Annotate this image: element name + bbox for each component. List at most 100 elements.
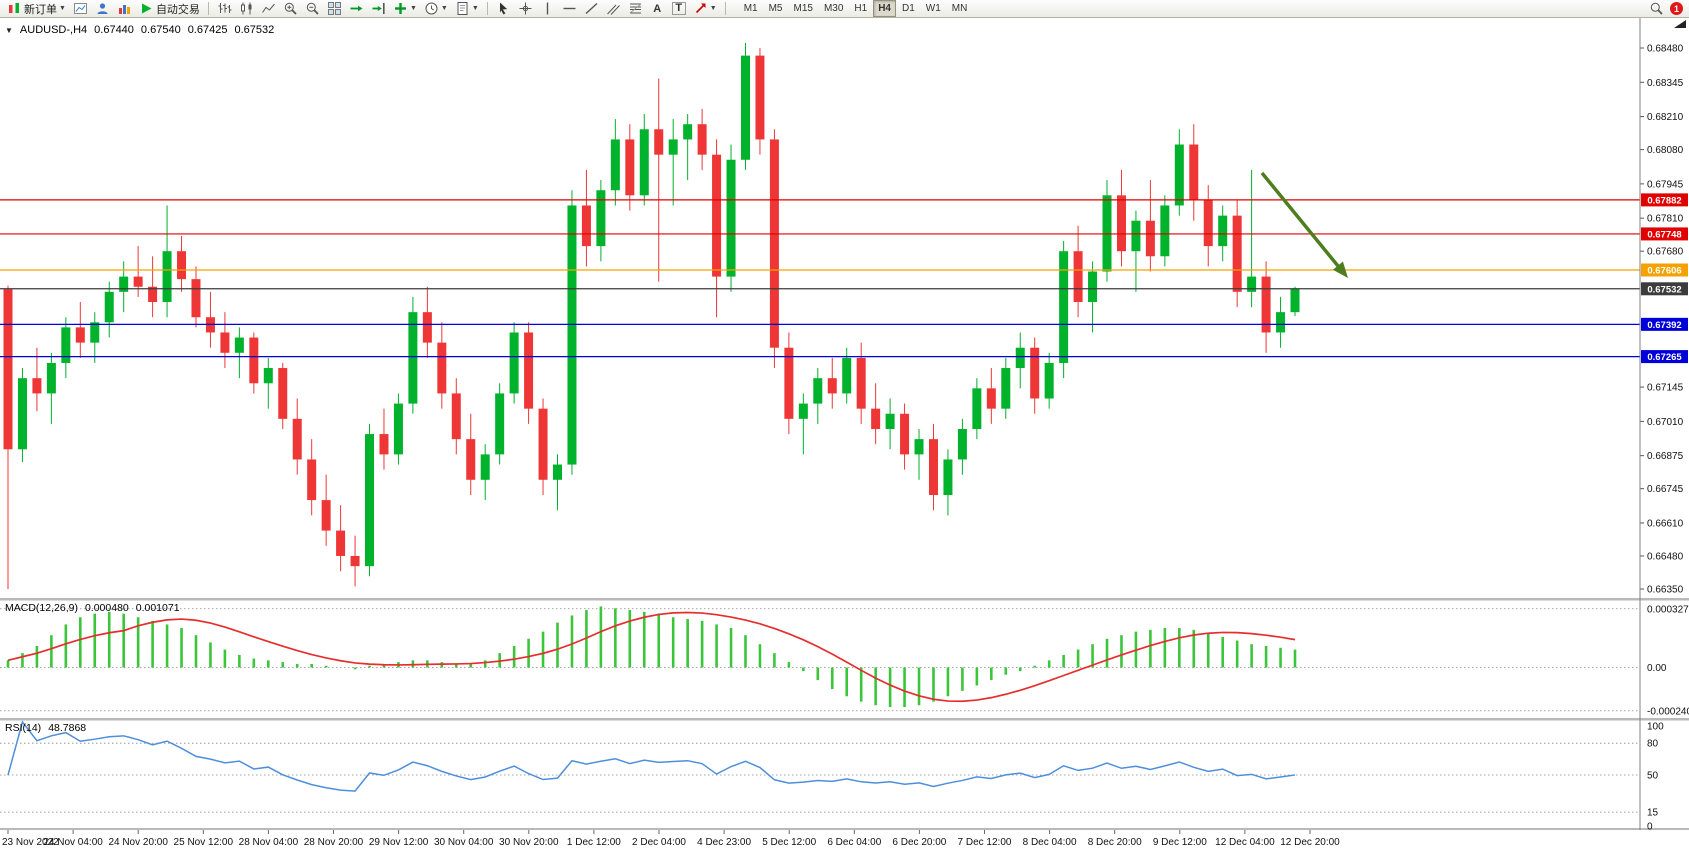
candle-body: [1015, 347, 1025, 369]
timeframe-d1-button[interactable]: D1: [902, 3, 915, 14]
time-axis-label: 30 Nov 04:00: [434, 837, 494, 848]
macd-signal-value: 0.001071: [135, 602, 180, 614]
candle-body: [1160, 205, 1170, 257]
trend-arrow[interactable]: [1260, 171, 1340, 268]
rsi-line[interactable]: [7, 720, 1296, 792]
zoom-in-button[interactable]: [280, 1, 301, 17]
profile-icon: [95, 1, 110, 16]
label-tool-button[interactable]: T: [669, 1, 689, 17]
candle-body: [639, 129, 649, 196]
line-chart-mode-button[interactable]: [258, 1, 279, 17]
timeframe-m1-button[interactable]: M1: [743, 3, 758, 14]
candle-body: [162, 251, 172, 302]
zoom-out-button[interactable]: [302, 1, 323, 17]
candle-body: [177, 251, 187, 280]
candle-body: [321, 500, 331, 531]
candle-body: [885, 413, 895, 429]
profiles-button[interactable]: [92, 1, 113, 17]
autotrading-button[interactable]: 自动交易: [136, 1, 203, 17]
candle-body: [957, 428, 967, 460]
market-watch-icon: [117, 1, 132, 16]
cursor-tool-button[interactable]: [493, 1, 514, 17]
scroll-to-latest-icon[interactable]: [1674, 20, 1686, 28]
time-axis-label: 29 Nov 12:00: [369, 837, 429, 848]
rsi-axis-label: 80: [1647, 739, 1659, 750]
line-mode-icon: [261, 1, 276, 16]
price-axis-label: 0.66480: [1647, 551, 1684, 562]
crosshair-tool-button[interactable]: [515, 1, 536, 17]
bars-mode-icon: [217, 1, 232, 16]
macd-signal-line: [7, 611, 1296, 703]
candle-body: [393, 403, 403, 455]
timeframe-mn-button[interactable]: MN: [951, 3, 968, 14]
trendline-tool-button[interactable]: [581, 1, 602, 17]
time-axis-label: 6 Dec 04:00: [827, 837, 881, 848]
panel-splitter[interactable]: [0, 598, 1689, 601]
channel-tool-button[interactable]: [603, 1, 624, 17]
candlestick-mode-button[interactable]: [236, 1, 257, 17]
trend-arrow-head[interactable]: [1332, 261, 1348, 279]
candle-body: [278, 368, 288, 419]
candle-body: [1131, 220, 1141, 252]
timeframe-m30-button[interactable]: M30: [823, 3, 844, 14]
auto-scroll-button[interactable]: [346, 1, 367, 17]
candle-body: [668, 139, 678, 155]
price-axis-label: 0.66350: [1647, 584, 1684, 595]
time-axis-label: 8 Dec 20:00: [1088, 837, 1142, 848]
candle-body: [1276, 312, 1286, 333]
candle-body: [1290, 288, 1300, 313]
timeframe-toolbar: M1 M5 M15 M30 H1 H4 D1 W1 MN: [739, 0, 973, 17]
candle-body: [596, 190, 606, 247]
time-axis-label: 4 Dec 23:00: [697, 837, 751, 848]
search-icon[interactable]: [1649, 1, 1664, 16]
chevron-down-icon: ▼: [59, 5, 66, 12]
candle-body: [1174, 144, 1184, 206]
template-icon: [455, 1, 470, 16]
price-axis-label: 0.67945: [1647, 179, 1684, 190]
indicators-button[interactable]: ▼: [390, 1, 420, 17]
timeframe-h4-button[interactable]: H4: [873, 0, 896, 17]
cursor-icon: [496, 1, 511, 16]
candle-body: [943, 459, 953, 496]
rsi-axis-label: 50: [1647, 771, 1659, 782]
text-tool-button[interactable]: A: [647, 1, 668, 17]
price-badge: [1641, 227, 1688, 241]
candle-body: [133, 276, 143, 287]
new-order-button[interactable]: 新订单 ▼: [4, 1, 69, 17]
clock-icon: [424, 1, 439, 16]
price-axis-label: 0.66610: [1647, 518, 1684, 529]
rsi-value: 48.7868: [48, 722, 87, 734]
price-chart-svg[interactable]: 0.67882 0.67748 0.67606 0.67532 0.67392 0.672…: [0, 18, 1689, 856]
candle-body: [148, 286, 158, 302]
new-chart-button[interactable]: [70, 1, 91, 17]
candle-body: [972, 388, 982, 429]
candle-body: [422, 312, 432, 343]
candle-body: [1145, 220, 1155, 257]
price-axis-label: 0.68210: [1647, 112, 1684, 123]
add-indicator-icon: [393, 1, 408, 16]
timeframe-w1-button[interactable]: W1: [925, 3, 941, 14]
candle-body: [871, 408, 881, 429]
horizontal-line-tool-button[interactable]: [559, 1, 580, 17]
panel-splitter[interactable]: [0, 718, 1689, 721]
timeframe-m5-button[interactable]: M5: [768, 3, 783, 14]
macd-axis-label: 0.0003272: [1647, 604, 1689, 615]
templates-button[interactable]: ▼: [452, 1, 482, 17]
timeframe-h1-button[interactable]: H1: [854, 3, 868, 14]
market-watch-button[interactable]: [114, 1, 135, 17]
fibonacci-tool-button[interactable]: [625, 1, 646, 17]
chart-shift-button[interactable]: [368, 1, 389, 17]
vertical-line-tool-button[interactable]: [537, 1, 558, 17]
candle-body: [90, 322, 100, 343]
periods-button[interactable]: ▼: [421, 1, 451, 17]
candle-body: [1247, 276, 1257, 292]
candle-body: [104, 291, 114, 323]
arrows-tool-button[interactable]: ▼: [690, 1, 720, 17]
tile-windows-button[interactable]: [324, 1, 345, 17]
bar-chart-mode-button[interactable]: [214, 1, 235, 17]
chevron-down-icon: ▼: [440, 5, 448, 12]
timeframe-m15-button[interactable]: M15: [793, 3, 813, 14]
notification-badge[interactable]: 1: [1670, 2, 1683, 15]
chevron-down-icon: ▼: [471, 5, 479, 12]
